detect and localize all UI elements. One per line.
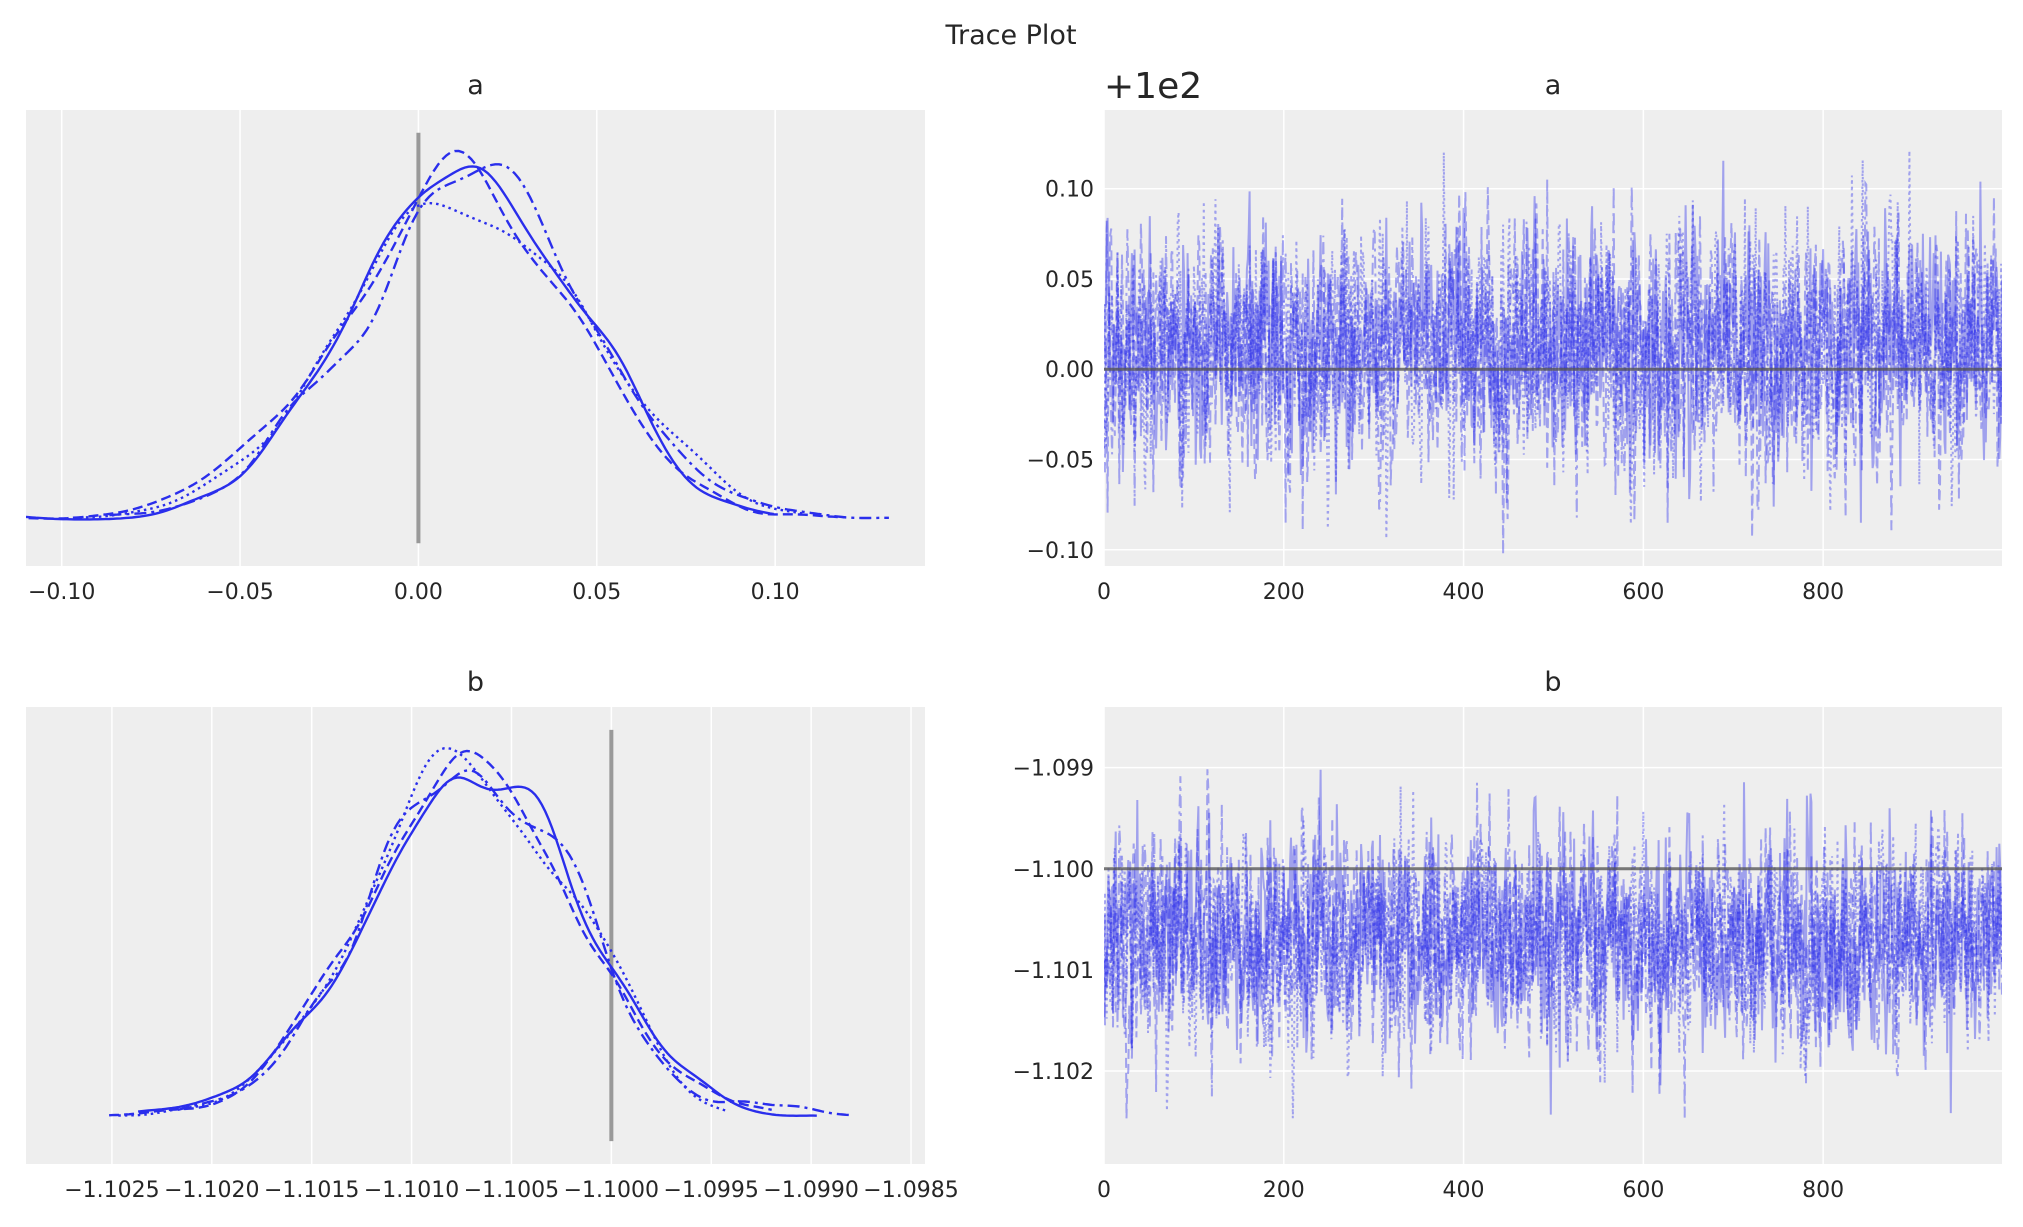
x-tick-label: −1.1005 [464,1178,559,1203]
x-tick-label: −1.1025 [64,1178,159,1203]
x-tick-label: −0.10 [28,580,95,605]
panel-title: a [1545,70,1562,101]
y-tick-label: −0.10 [1027,539,1094,564]
x-tick-label: 0 [1097,580,1111,605]
trace-line-dashdot [1104,179,2002,531]
x-tick-label: −1.1015 [264,1178,359,1203]
x-tick-label: −1.0995 [664,1178,759,1203]
y-tick-label: −1.099 [1013,757,1094,782]
axes-background [26,707,925,1164]
axes-background [1104,707,2002,1164]
trace-line-dashed [1104,187,2002,555]
trace-line-dotted [1104,150,2002,539]
x-tick-label: 0.05 [572,580,621,605]
kde-curve-dashed [26,149,846,520]
x-tick-label: 0 [1097,1178,1111,1203]
x-tick-label: −1.0985 [863,1178,958,1203]
x-tick-label: 800 [1802,580,1844,605]
kde-curve-dotted [72,201,803,519]
kde-curve-dashdot [177,769,853,1117]
x-tick-label: 0.10 [751,580,800,605]
panel-title: b [467,667,484,698]
y-tick-label: −1.100 [1013,858,1094,883]
panel-kde-b: b −1.1025 −1.1020 −1.1015 −1.1010 −1.1005 −1.1… [26,667,959,1203]
y-tick-label: 0.10 [1045,178,1094,203]
offset-text: +1e2 [1104,66,1202,107]
panel-title: a [467,70,484,101]
x-tick-label: 200 [1263,580,1305,605]
panel-kde-a: a −0.10 −0.05 0.00 0.05 0.10 [26,70,925,605]
trace-line-dashed [1104,769,2002,1119]
kde-curve-solid [137,776,817,1118]
trace-line-dashdot [1104,776,2002,1118]
axes-background [26,110,925,566]
panel-title: b [1544,667,1561,698]
y-tick-label: −1.102 [1013,1060,1094,1085]
x-tick-label: −1.1010 [364,1178,459,1203]
kde-curve-dotted [118,746,728,1117]
figure-title: Trace Plot [944,20,1076,51]
x-tick-label: 0.00 [394,580,443,605]
panel-trace-b: b 0 200 400 600 800 −1.099 −1.100 −1.101 −1.102 [1013,667,2002,1203]
trace-line-solid [1104,160,2002,523]
x-tick-label: 200 [1263,1178,1305,1203]
kde-curve-solid [26,165,774,521]
trace-line-solid [1104,769,2002,1115]
x-tick-label: −0.05 [206,580,273,605]
axes-background [1104,110,2002,566]
x-tick-label: −1.0990 [763,1178,858,1203]
y-tick-label: −0.05 [1027,448,1094,473]
y-tick-label: 0.00 [1045,358,1094,383]
x-tick-label: 600 [1622,1178,1664,1203]
x-tick-label: 600 [1622,580,1664,605]
kde-curve-dashdot [109,163,889,520]
panel-trace-a: a 0 200 400 600 800 0.10 0.05 0.00 −0.05 −0.10 +1e2 [1027,66,2002,605]
x-tick-label: 800 [1802,1178,1844,1203]
trace-line-dotted [1104,786,2002,1119]
x-tick-label: 400 [1443,580,1485,605]
y-tick-label: −1.101 [1013,959,1094,984]
x-tick-label: 400 [1443,1178,1485,1203]
x-tick-label: −1.1000 [564,1178,659,1203]
kde-curve-dashed [109,749,772,1117]
y-tick-label: 0.05 [1045,268,1094,293]
x-tick-label: −1.1020 [164,1178,259,1203]
